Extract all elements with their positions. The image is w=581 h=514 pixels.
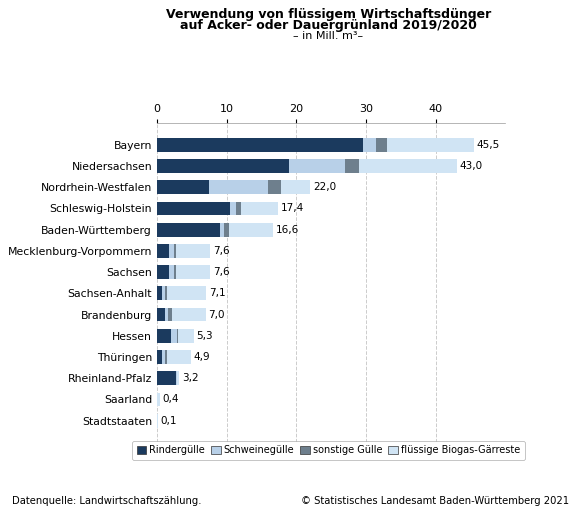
Text: 16,6: 16,6 [275, 225, 299, 234]
Bar [167, 350, 191, 364]
Bar [170, 244, 174, 258]
Bar [229, 223, 272, 236]
Bar [268, 180, 281, 194]
Bar [289, 159, 345, 173]
Bar [177, 371, 179, 385]
Text: 7,6: 7,6 [213, 267, 229, 277]
Text: 0,1: 0,1 [160, 416, 177, 426]
Text: Verwendung von flüssigem Wirtschaftsdünger: Verwendung von flüssigem Wirtschaftsdüng… [166, 8, 491, 21]
Bar [171, 329, 177, 343]
Text: 3,2: 3,2 [182, 373, 199, 383]
Bar [359, 159, 457, 173]
Bar [230, 201, 236, 215]
Text: 7,0: 7,0 [209, 309, 225, 320]
Text: 43,0: 43,0 [460, 161, 483, 171]
Text: auf Acker- oder Dauergrünland 2019/2020: auf Acker- oder Dauergrünland 2019/2020 [180, 19, 476, 32]
Bar [157, 308, 165, 321]
Bar [157, 159, 289, 173]
Bar [157, 393, 160, 407]
Text: 4,9: 4,9 [194, 352, 210, 362]
Bar [345, 159, 359, 173]
Legend: Rindergülle, Schweinegülle, sonstige Gülle, flüssige Biogas-Gärreste: Rindergülle, Schweinegülle, sonstige Gül… [132, 440, 525, 461]
Bar [157, 138, 363, 152]
Bar [157, 223, 220, 236]
Bar [224, 223, 229, 236]
Bar [175, 371, 177, 385]
Bar [162, 286, 165, 300]
Bar [281, 180, 310, 194]
Bar [209, 180, 268, 194]
Text: 5,3: 5,3 [196, 331, 213, 341]
Text: 7,1: 7,1 [209, 288, 226, 298]
Bar [157, 329, 171, 343]
Text: Datenquelle: Landwirtschaftszählung.: Datenquelle: Landwirtschaftszählung. [12, 497, 201, 506]
Bar [172, 308, 206, 321]
Bar [220, 223, 224, 236]
Bar [157, 371, 175, 385]
Bar [157, 286, 162, 300]
Bar [157, 201, 230, 215]
Text: 7,6: 7,6 [213, 246, 229, 256]
Bar [164, 350, 167, 364]
Text: 45,5: 45,5 [477, 140, 500, 150]
Bar [177, 244, 210, 258]
Bar [167, 286, 206, 300]
Bar [165, 286, 167, 300]
Bar [241, 201, 278, 215]
Text: 22,0: 22,0 [313, 182, 336, 192]
Bar [157, 265, 170, 279]
Text: 17,4: 17,4 [281, 204, 304, 213]
Bar [387, 138, 474, 152]
Bar [163, 350, 164, 364]
Bar [157, 244, 170, 258]
Bar [170, 265, 174, 279]
Bar [165, 308, 168, 321]
Bar [177, 265, 210, 279]
Text: – in Mill. m³–: – in Mill. m³– [293, 31, 363, 41]
Bar [236, 201, 241, 215]
Bar [157, 180, 209, 194]
Bar [174, 244, 177, 258]
Bar [376, 138, 387, 152]
Bar [363, 138, 376, 152]
Bar [177, 329, 178, 343]
Bar [168, 308, 172, 321]
Text: © Statistisches Landesamt Baden-Württemberg 2021: © Statistisches Landesamt Baden-Württemb… [302, 497, 569, 506]
Bar [157, 350, 163, 364]
Text: 0,4: 0,4 [163, 394, 179, 405]
Bar [178, 329, 194, 343]
Bar [174, 265, 177, 279]
